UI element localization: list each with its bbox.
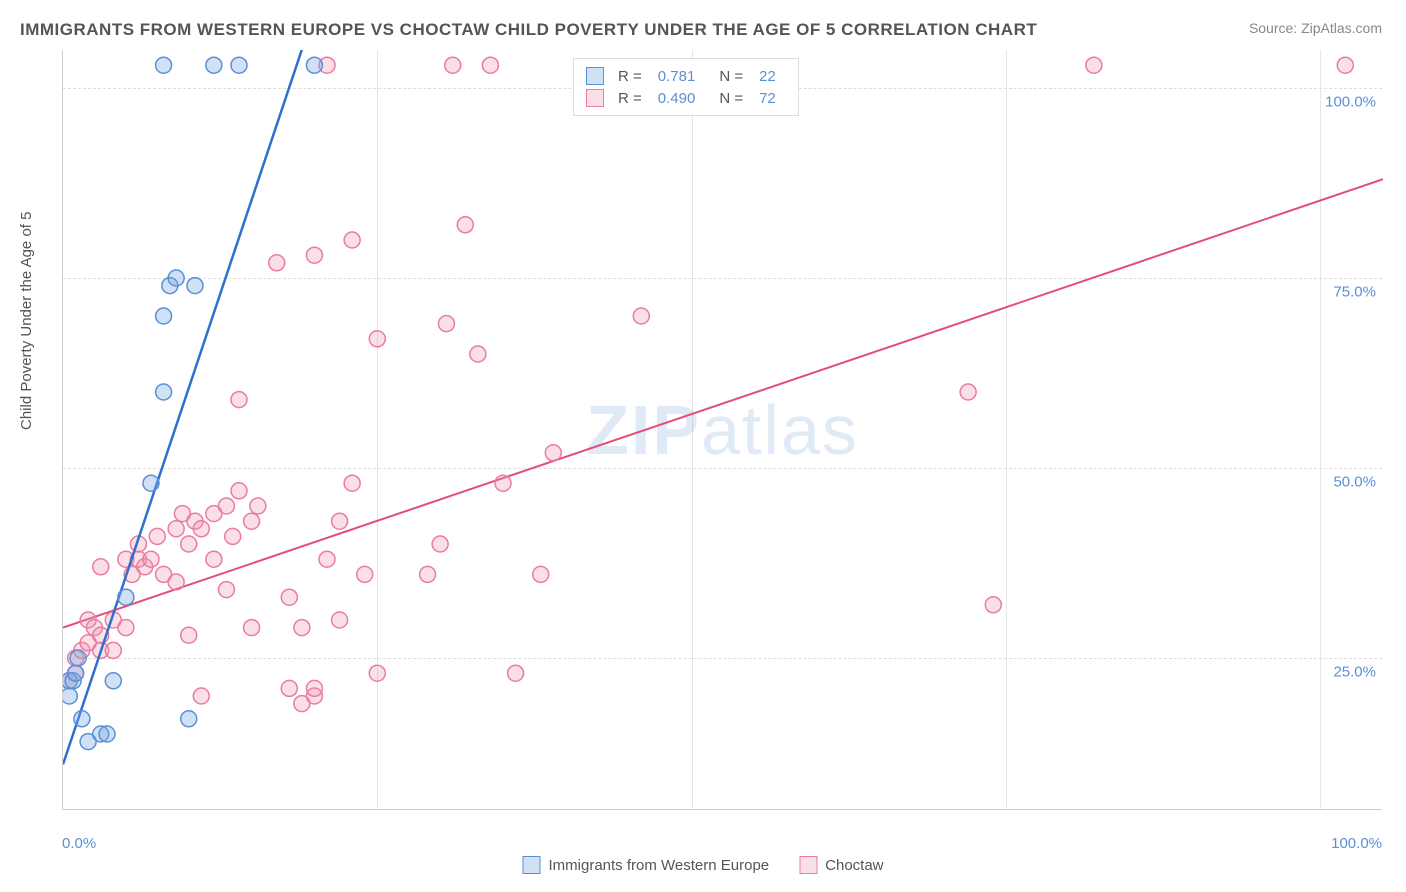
series-legend-item: Immigrants from Western Europe <box>523 856 770 874</box>
series-legend-label: Choctaw <box>825 857 883 874</box>
data-point <box>156 57 172 73</box>
data-point <box>281 680 297 696</box>
data-point <box>985 597 1001 613</box>
data-point <box>344 232 360 248</box>
source-label: Source: ZipAtlas.com <box>1249 20 1382 36</box>
y-tick-label: 50.0% <box>1333 474 1376 491</box>
legend-swatch <box>799 856 817 874</box>
data-point <box>168 574 184 590</box>
chart-container: IMMIGRANTS FROM WESTERN EUROPE VS CHOCTA… <box>0 0 1406 892</box>
data-point <box>306 680 322 696</box>
plot-area: ZIPatlas R = 0.781 N = 22 R = 0.490 N = … <box>62 50 1382 810</box>
data-point <box>231 57 247 73</box>
data-point <box>156 308 172 324</box>
data-point <box>187 278 203 294</box>
data-point <box>61 688 77 704</box>
y-axis-title: Child Poverty Under the Age of 5 <box>18 212 35 430</box>
data-point <box>143 475 159 491</box>
data-point <box>218 498 234 514</box>
data-point <box>281 589 297 605</box>
data-point <box>105 642 121 658</box>
data-point <box>74 711 90 727</box>
data-point <box>369 665 385 681</box>
series-legend: Immigrants from Western Europe Choctaw <box>523 856 884 874</box>
data-point <box>105 673 121 689</box>
data-point <box>508 665 524 681</box>
data-point <box>306 57 322 73</box>
chart-title: IMMIGRANTS FROM WESTERN EUROPE VS CHOCTA… <box>20 20 1037 40</box>
data-point <box>269 255 285 271</box>
data-point <box>545 445 561 461</box>
data-point <box>70 650 86 666</box>
scatter-svg <box>63 50 1382 809</box>
data-point <box>225 528 241 544</box>
data-point <box>438 316 454 332</box>
data-point <box>420 566 436 582</box>
data-point <box>156 384 172 400</box>
y-tick-label: 25.0% <box>1333 664 1376 681</box>
data-point <box>533 566 549 582</box>
data-point <box>369 331 385 347</box>
data-point <box>68 665 84 681</box>
data-point <box>149 528 165 544</box>
data-point <box>457 217 473 233</box>
data-point <box>118 589 134 605</box>
data-point <box>193 521 209 537</box>
data-point <box>206 57 222 73</box>
data-point <box>218 582 234 598</box>
data-point <box>181 711 197 727</box>
data-point <box>432 536 448 552</box>
data-point <box>99 726 115 742</box>
data-point <box>1337 57 1353 73</box>
data-point <box>960 384 976 400</box>
data-point <box>231 392 247 408</box>
data-point <box>168 521 184 537</box>
x-tick-0: 0.0% <box>62 835 96 852</box>
y-tick-label: 75.0% <box>1333 284 1376 301</box>
data-point <box>482 57 498 73</box>
data-point <box>470 346 486 362</box>
data-point <box>244 513 260 529</box>
series-legend-item: Choctaw <box>799 856 883 874</box>
trend-line <box>63 179 1383 627</box>
data-point <box>332 513 348 529</box>
data-point <box>231 483 247 499</box>
data-point <box>319 551 335 567</box>
data-point <box>250 498 266 514</box>
data-point <box>306 247 322 263</box>
data-point <box>118 620 134 636</box>
data-point <box>143 551 159 567</box>
data-point <box>332 612 348 628</box>
data-point <box>206 551 222 567</box>
data-point <box>93 559 109 575</box>
data-point <box>1086 57 1102 73</box>
data-point <box>168 270 184 286</box>
data-point <box>495 475 511 491</box>
data-point <box>357 566 373 582</box>
legend-swatch <box>523 856 541 874</box>
data-point <box>294 620 310 636</box>
data-point <box>193 688 209 704</box>
series-legend-label: Immigrants from Western Europe <box>549 857 770 874</box>
data-point <box>344 475 360 491</box>
trend-line <box>63 12 314 764</box>
data-point <box>181 627 197 643</box>
x-tick-100: 100.0% <box>1331 835 1382 852</box>
y-tick-label: 100.0% <box>1325 94 1376 111</box>
data-point <box>633 308 649 324</box>
data-point <box>244 620 260 636</box>
data-point <box>181 536 197 552</box>
data-point <box>445 57 461 73</box>
